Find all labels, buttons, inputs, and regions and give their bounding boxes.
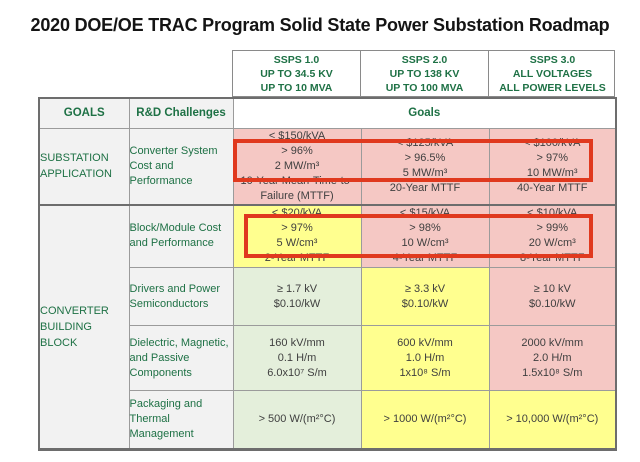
goal-cell-dielectric-ssps1: 160 kV/mm 0.1 H/m 6.0x10⁷ S/m [232,325,362,391]
goal-cell-dielectric-ssps3: 2000 kV/mm 2.0 H/m 1.5x10⁸ S/m [488,325,617,391]
page-title: 2020 DOE/OE TRAC Program Solid State Pow… [30,15,610,35]
goal-cell-dielectric-ssps2: 600 kV/mm 1.0 H/m 1x10⁸ S/m [360,325,490,391]
goal-cell-block-module-ssps1: < $20/kVA > 97% 5 W/cm³ 2-Year MTTF [232,203,362,268]
challenge-packaging-thermal: Packaging and Thermal Management [128,390,234,450]
group-label-converter-building-block: CONVERTER BUILDING BLOCK [38,203,130,450]
group-label-substation-application: SUBSTATION APPLICATION [38,127,130,205]
goal-cell-converter-system-ssps1: < $150/kVA > 96% 2 MW/m³ 10-Year Mean-Time-… [232,127,362,205]
phase-header-ssps-2: SSPS 2.0 UP TO 138 KV UP TO 100 MVA [361,51,489,96]
goal-cell-converter-system-ssps3: < $100/kVA > 97% 10 MW/m³ 40-Year MTTF [488,127,617,205]
challenge-drivers-semiconductors: Drivers and Power Semiconductors [128,267,234,326]
challenges-column-header: R&D Challenges [128,97,234,129]
goals-span-header: Goals [232,97,617,129]
challenge-block-module: Block/Module Cost and Performance [128,203,234,268]
goal-cell-packaging-ssps1: > 500 W/(m²°C) [232,390,362,450]
goals-column-header: GOALS [38,97,130,129]
goal-cell-block-module-ssps3: < $10/kVA > 99% 20 W/cm³ 8-Year MTTF [488,203,617,268]
phase-header-ssps-3: SSPS 3.0 ALL VOLTAGES ALL POWER LEVELS [499,53,606,94]
goal-cell-packaging-ssps3: > 10,000 W/(m²°C) [488,390,617,450]
goal-cell-converter-system-ssps2: < $125/kVA > 96.5% 5 MW/m³ 20-Year MTTF [360,127,490,205]
roadmap-table: GOALS R&D Challenges Goals SUBSTATION AP… [38,97,617,451]
goal-cell-drivers-ssps1: ≥ 1.7 kV $0.10/kW [232,267,362,326]
phase-header-ssps-1: SSPS 1.0 UP TO 34.5 KV UP TO 10 MVA [233,51,361,96]
challenge-dielectric-passive: Dielectric, Magnetic, and Passive Compon… [128,325,234,391]
phase-header-row: SSPS 1.0 UP TO 34.5 KV UP TO 10 MVA SSPS 2… [232,50,615,97]
challenge-converter-system: Converter System Cost and Performance [128,127,234,205]
goal-cell-drivers-ssps3: ≥ 10 kV $0.10/kW [488,267,617,326]
goal-cell-packaging-ssps2: > 1000 W/(m²°C) [360,390,490,450]
goal-cell-block-module-ssps2: < $15/kVA > 98% 10 W/cm³ 4-Year MTTF [360,203,490,268]
goal-cell-drivers-ssps2: ≥ 3.3 kV $0.10/kW [360,267,490,326]
